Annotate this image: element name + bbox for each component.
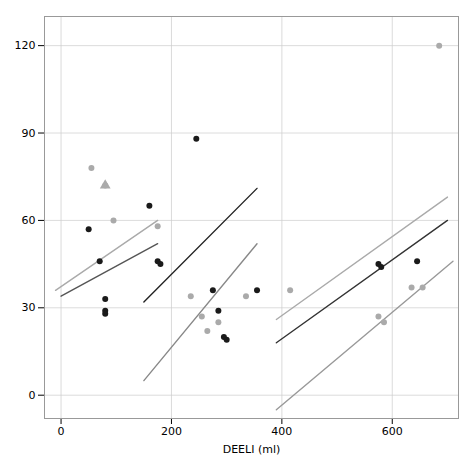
svg-text:200: 200 — [161, 425, 182, 438]
svg-text:600: 600 — [382, 425, 403, 438]
svg-text:30: 30 — [22, 301, 36, 314]
svg-text:120: 120 — [15, 39, 36, 52]
svg-text:DEELI (ml): DEELI (ml) — [223, 443, 281, 456]
svg-text:0: 0 — [58, 425, 65, 438]
svg-text:60: 60 — [22, 214, 36, 227]
svg-text:90: 90 — [22, 127, 36, 140]
svg-text:400: 400 — [271, 425, 292, 438]
svg-text:0: 0 — [29, 389, 36, 402]
